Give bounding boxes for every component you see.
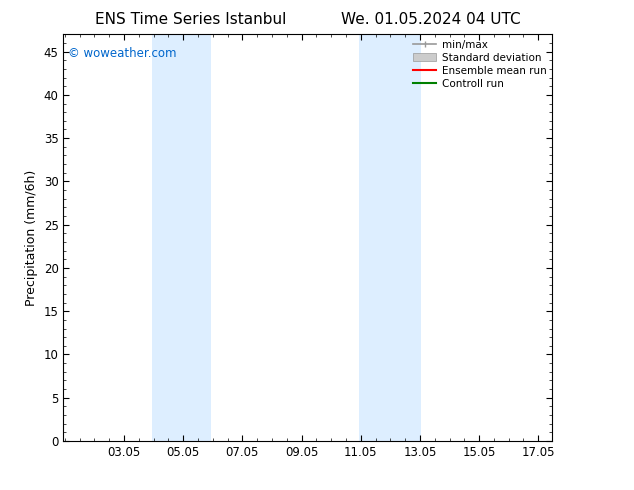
Text: ENS Time Series Istanbul: ENS Time Series Istanbul [94, 12, 286, 27]
Legend: min/max, Standard deviation, Ensemble mean run, Controll run: min/max, Standard deviation, Ensemble me… [413, 40, 547, 89]
Text: We. 01.05.2024 04 UTC: We. 01.05.2024 04 UTC [341, 12, 521, 27]
Bar [152, 34, 191, 441]
Bar [389, 34, 422, 441]
Y-axis label: Precipitation (mm/6h): Precipitation (mm/6h) [25, 170, 38, 306]
Bar [359, 34, 389, 441]
Bar [191, 34, 211, 441]
Text: © woweather.com: © woweather.com [68, 47, 177, 59]
